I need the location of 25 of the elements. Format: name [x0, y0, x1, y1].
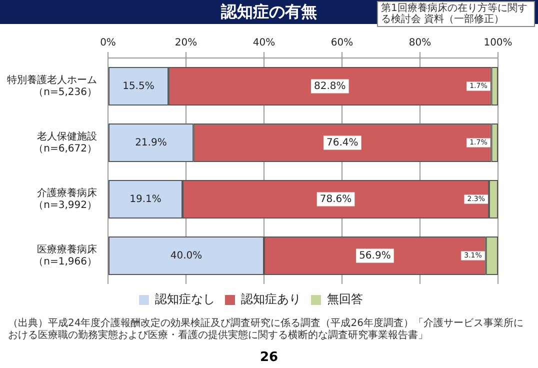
x-tick-label: 60%	[330, 38, 354, 49]
x-tick-label: 0%	[100, 38, 116, 49]
data-label: 82.8%	[314, 80, 346, 92]
legend-label: 認知症あり	[241, 292, 301, 306]
data-label: 21.9%	[135, 137, 167, 148]
text: 第1回療養病床の在り方等に関する検討会 資料（一部修正）	[377, 1, 535, 27]
y-tick-label: 介護療養病床（n=3,992）	[34, 186, 97, 211]
legend-label: 認知症なし	[155, 292, 215, 306]
text: 26	[258, 350, 280, 365]
legend-label: 無回答	[327, 292, 363, 306]
data-label: 15.5%	[122, 80, 154, 92]
data-label: 56.9%	[359, 250, 391, 262]
data-label: 78.6%	[320, 194, 352, 205]
x-tick-label: 40%	[252, 38, 276, 49]
y-tick-label: 特別養護老人ホーム（n=5,236）	[7, 74, 97, 98]
chart-title: 認知症の有無	[221, 2, 317, 21]
x-tick-label: 80%	[408, 38, 432, 49]
data-label: 76.4%	[326, 137, 358, 148]
x-tick-label: 20%	[174, 38, 198, 49]
data-label: 19.1%	[130, 194, 162, 205]
y-tick-label: 老人保健施設（n=6,672）	[34, 130, 97, 154]
x-tick-label: 100%	[484, 38, 512, 49]
text: （出典）平成24年度介護報酬改定の効果検証及び調査研究に係る調査（平成26年度調査）「介護サービス事業所における医療職の勤務実態および医療・看護の提供実態に関する横断的な調査研究事業報告書」	[8, 318, 524, 342]
y-tick-label: 医療療養病床（n=1,966）	[34, 243, 97, 268]
data-label: 40.0%	[170, 250, 202, 262]
